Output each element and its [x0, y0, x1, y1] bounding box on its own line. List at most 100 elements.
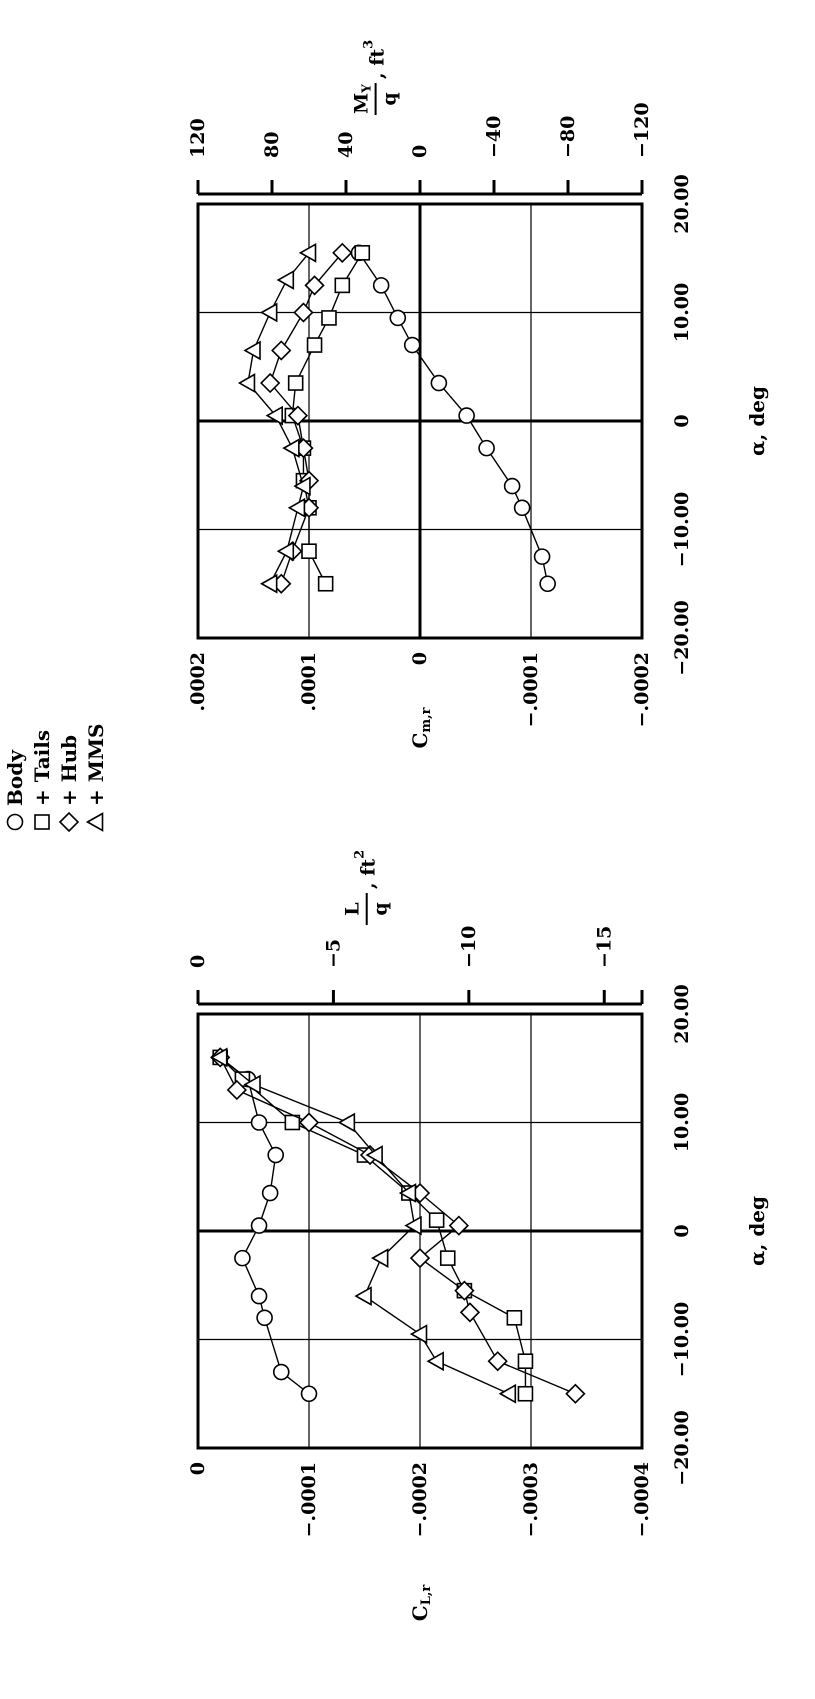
secondary-label-den: q — [370, 902, 392, 915]
data-point-triangle — [260, 573, 278, 594]
data-point-circle — [430, 374, 448, 392]
secondary-axis: 120 80 40 0 −40 −80 −120 MY q , ft3 — [187, 40, 653, 196]
series-line — [358, 252, 549, 584]
legend-item: + Tails — [30, 730, 54, 830]
data-point-square — [517, 1353, 534, 1369]
grid — [198, 204, 642, 638]
x-tick-label: 0 — [671, 414, 693, 427]
series-triangle — [237, 242, 317, 594]
data-point-square — [306, 337, 323, 353]
legend-marker-diamond — [58, 811, 80, 833]
data-point-square — [334, 277, 351, 294]
data-point-diamond — [332, 242, 353, 263]
x-tick-label: −10.00 — [671, 492, 693, 567]
x-tick-label: 20.00 — [671, 984, 693, 1044]
data-point-triangle — [210, 1047, 228, 1068]
data-point-circle — [250, 1217, 268, 1234]
x-tick-label: 10.00 — [671, 1093, 693, 1153]
data-point-circle — [478, 439, 495, 457]
x-tick-label: −10.00 — [671, 1302, 693, 1377]
series-line — [219, 1057, 576, 1395]
data-point-circle — [256, 1309, 273, 1327]
x-tick-label: 0 — [671, 1224, 693, 1237]
data-point-triangle — [498, 1383, 517, 1404]
data-point-diamond — [260, 372, 281, 394]
data-point-triangle — [243, 340, 261, 361]
y-tick-label: −.0002 — [409, 1462, 431, 1537]
data-point-square — [428, 1212, 445, 1228]
data-point-circle — [533, 548, 551, 565]
y-tick-label: 0 — [187, 1462, 209, 1475]
data-point-circle — [234, 1249, 251, 1267]
y-axis-label: Cm,r — [408, 707, 434, 748]
data-point-square — [517, 1385, 534, 1402]
x-tick-label: 10.00 — [671, 283, 693, 343]
lift-coefficient-plot: −20.00 −10.00 0 10.00 20.00 α, deg 0 −.0001 −.00… — [187, 850, 769, 1621]
legend-label: + Hub — [57, 735, 81, 806]
y-tick-label: .0001 — [298, 652, 320, 712]
data-point-circle — [458, 407, 475, 424]
data-point-triangle — [282, 438, 300, 458]
data-point-square — [439, 1250, 456, 1266]
data-point-diamond — [293, 302, 314, 323]
y-tick-label: 0 — [409, 652, 431, 665]
x-axis-label: α, deg — [745, 1196, 769, 1266]
data-point-circle — [503, 477, 521, 495]
data-point-triangle — [237, 373, 256, 393]
data-point-circle — [372, 277, 390, 294]
data-point-triangle — [276, 541, 295, 562]
secondary-axis-label: MY q , ft3 — [351, 40, 401, 115]
secondary-axis: 0 −5 −10 −15 L q , ft2 — [187, 850, 644, 1006]
secondary-tick-label: 40 — [335, 132, 357, 158]
series-triangle — [210, 1047, 517, 1404]
x-tick-label: −20.00 — [671, 1410, 693, 1485]
x-axis-label: α, deg — [745, 386, 769, 456]
secondary-tick-label: −40 — [483, 116, 505, 158]
secondary-tick-label: −80 — [557, 116, 579, 158]
secondary-label-unit: , ft2 — [352, 850, 380, 889]
data-point-square — [506, 1310, 523, 1326]
data-point-circle — [539, 575, 556, 593]
secondary-tick-label: −120 — [631, 102, 653, 158]
data-point-square — [317, 575, 334, 592]
legend: Body + Tails + Hub + MMS — [3, 724, 108, 833]
data-point-square — [287, 375, 304, 391]
data-point-diamond — [565, 1383, 586, 1404]
x-tick-label: 20.00 — [671, 174, 693, 234]
data-point-circle — [261, 1184, 279, 1202]
y-tick-label: −.0001 — [520, 652, 542, 727]
legend-label: Body — [3, 749, 27, 806]
data-point-diamond — [448, 1215, 469, 1236]
plot-frame — [196, 202, 644, 640]
data-point-circle — [300, 1385, 318, 1403]
legend-marker-square — [34, 814, 50, 830]
data-point-triangle — [260, 302, 278, 323]
secondary-tick-label: −15 — [593, 926, 615, 968]
data-point-triangle — [243, 1074, 261, 1095]
secondary-tick-label: 0 — [409, 145, 431, 158]
legend-label: + Tails — [30, 730, 54, 806]
data-point-triangle — [293, 476, 311, 496]
secondary-tick-label: 120 — [187, 118, 209, 158]
plot-frame — [196, 1012, 644, 1450]
data-point-diamond — [298, 1112, 320, 1133]
data-point-triangle — [371, 1248, 389, 1268]
data-point-diamond — [409, 1247, 431, 1269]
data-point-square — [301, 543, 317, 559]
series-circle — [350, 244, 556, 593]
legend-item: Body — [3, 749, 27, 831]
data-point-diamond — [459, 1302, 481, 1323]
y-tick-label: .0002 — [187, 652, 209, 712]
data-point-diamond — [454, 1280, 475, 1301]
legend-item: + Hub — [57, 735, 81, 833]
data-point-square — [354, 245, 371, 261]
secondary-label-den: q — [379, 92, 401, 105]
legend-label: + MMS — [84, 724, 108, 806]
legend-marker-circle — [6, 813, 24, 831]
data-point-triangle — [404, 1215, 422, 1236]
legend-item: + MMS — [84, 724, 108, 832]
secondary-label-num: L — [342, 902, 364, 915]
data-point-triangle — [337, 1112, 356, 1133]
y-tick-label: −.0001 — [298, 1462, 320, 1537]
